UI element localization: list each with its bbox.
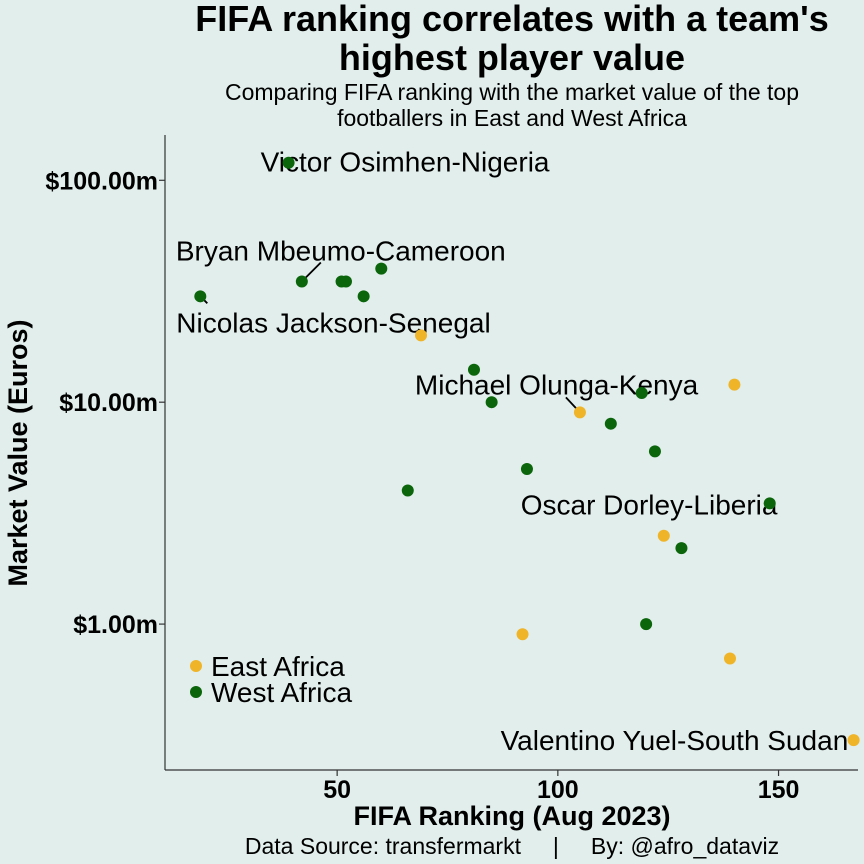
x-tick-label: 150 (758, 776, 800, 804)
point-east-africa (847, 734, 860, 747)
point-west-africa (339, 275, 352, 288)
point-west-africa (520, 462, 533, 475)
legend-label-east-africa: East Africa (211, 651, 345, 682)
chart-subtitle-line-2: footballers in East and West Africa (337, 105, 687, 131)
caption: Data Source: transfermarkt | By: @afro_d… (245, 833, 779, 859)
annotation-label: Nicolas Jackson-Senegal (176, 307, 490, 338)
x-tick-label: 50 (323, 776, 351, 804)
point-west-africa (194, 290, 207, 303)
point-west-africa (648, 445, 661, 458)
point-east-africa (657, 529, 670, 542)
point-east-africa (516, 628, 529, 641)
chart-subtitle-line-1: Comparing FIFA ranking with the market v… (225, 79, 799, 105)
point-east-africa (728, 378, 741, 391)
point-east-africa (723, 652, 736, 665)
point-west-africa (485, 396, 498, 409)
annotation-label: Oscar Dorley-Liberia (521, 489, 778, 520)
legend: East Africa West Africa (190, 651, 353, 708)
chart-title-line-1: FIFA ranking correlates with a team's (195, 0, 828, 39)
annotation-label: Victor Osimhen-Nigeria (261, 147, 550, 178)
y-axis-title: Market Value (Euros) (3, 319, 33, 586)
point-west-africa (375, 262, 388, 275)
point-east-africa (415, 329, 428, 342)
annotation-label: Valentino Yuel-South Sudan (501, 725, 849, 756)
y-tick-label: $1.00m (73, 611, 158, 639)
legend-marker-west-africa (190, 686, 202, 698)
point-west-africa (604, 417, 617, 430)
point-west-africa (282, 156, 295, 169)
y-tick-label: $100.00m (45, 167, 158, 195)
x-axis-title: FIFA Ranking (Aug 2023) (353, 801, 670, 831)
point-west-africa (640, 618, 653, 631)
legend-marker-east-africa (190, 660, 202, 672)
legend-label-west-africa: West Africa (211, 677, 353, 708)
point-west-africa (401, 484, 414, 497)
point-west-africa (635, 387, 648, 400)
y-tick-label: $10.00m (59, 389, 158, 417)
point-annotations: Victor Osimhen-Nigeria Bryan Mbeumo-Camer… (176, 147, 848, 756)
axis-ticks: 50 100 150 $1.00m $10.00m $100.00m (45, 167, 799, 804)
point-west-africa (763, 497, 776, 510)
plot-area (164, 135, 858, 771)
data-points (194, 156, 860, 747)
annotation-label: Michael Olunga-Kenya (415, 369, 699, 400)
point-east-africa (573, 406, 586, 419)
point-west-africa (357, 290, 370, 303)
annotation-label: Bryan Mbeumo-Cameroon (176, 235, 506, 266)
point-west-africa (295, 275, 308, 288)
x-tick-label: 100 (537, 776, 579, 804)
point-west-africa (675, 542, 688, 555)
point-west-africa (467, 363, 480, 376)
chart-title-line-2: highest player value (339, 37, 685, 78)
